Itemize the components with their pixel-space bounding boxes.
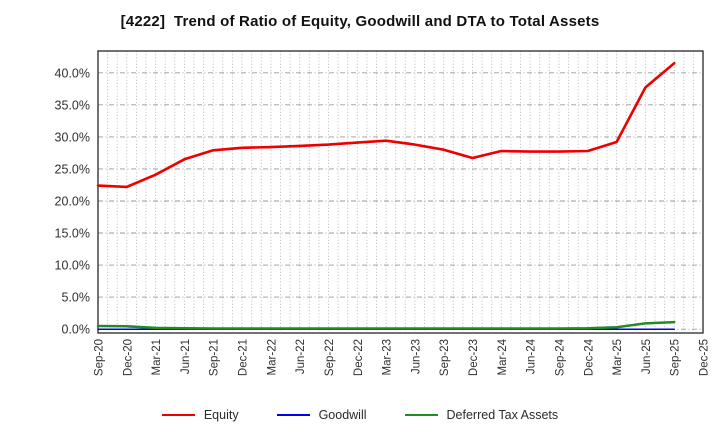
x-tick-label: Sep-23 [439, 339, 451, 376]
x-tick-label: Mar-24 [497, 338, 509, 375]
legend-label: Equity [203, 408, 239, 422]
legend-item-equity: Equity [161, 408, 239, 422]
legend: Equity Goodwill Deferred Tax Assets [0, 405, 720, 425]
equity-line [96, 61, 676, 189]
x-tick-label: Mar-22 [266, 339, 278, 375]
x-tick-label: Dec-21 [238, 339, 250, 376]
y-tick-label: 15.0% [55, 227, 90, 241]
x-tick-label: Sep-22 [324, 339, 336, 376]
x-tick-label: Jun-25 [641, 339, 653, 374]
deferred-tax-assets-line [96, 320, 676, 330]
legend-line-swatch [161, 414, 195, 416]
y-tick-label: 25.0% [55, 162, 90, 176]
x-tick-label: Mar-23 [382, 339, 394, 375]
x-tick-label: Sep-20 [94, 339, 106, 376]
y-tick-label: 35.0% [55, 98, 90, 112]
x-tick-label: Sep-24 [555, 338, 567, 376]
x-tick-label: Jun-21 [180, 339, 192, 374]
x-tick-label: Mar-21 [151, 339, 163, 375]
x-tick-label: Dec-24 [583, 338, 595, 376]
legend-item-deferred-tax-assets: Deferred Tax Assets [404, 408, 559, 422]
y-tick-label: 5.0% [62, 291, 91, 305]
y-tick-label: 40.0% [55, 66, 90, 80]
x-tick-label: Dec-25 [699, 339, 711, 376]
y-tick-label: 20.0% [55, 195, 90, 209]
x-tick-label: Mar-25 [612, 339, 624, 375]
x-tick-label: Jun-23 [410, 339, 422, 374]
y-tick-label: 0.0% [62, 323, 91, 337]
legend-line-swatch [276, 414, 310, 416]
plot-border [97, 50, 704, 334]
legend-label: Goodwill [318, 408, 367, 422]
x-tick-label: Jun-24 [526, 338, 538, 374]
y-tick-label: 30.0% [55, 130, 90, 144]
chart-title: [4222] Trend of Ratio of Equity, Goodwil… [120, 13, 600, 30]
x-tick-label: Dec-20 [122, 339, 134, 376]
x-tick-label: Jun-22 [295, 339, 307, 374]
x-tick-label: Dec-23 [468, 339, 480, 376]
legend-line-swatch [404, 414, 438, 416]
legend-label: Deferred Tax Assets [446, 408, 559, 422]
x-tick-label: Sep-25 [670, 339, 682, 376]
x-tick-label: Sep-21 [209, 339, 221, 376]
y-tick-label: 10.0% [55, 259, 90, 273]
x-tick-label: Dec-22 [353, 339, 365, 376]
legend-item-goodwill: Goodwill [276, 408, 367, 422]
